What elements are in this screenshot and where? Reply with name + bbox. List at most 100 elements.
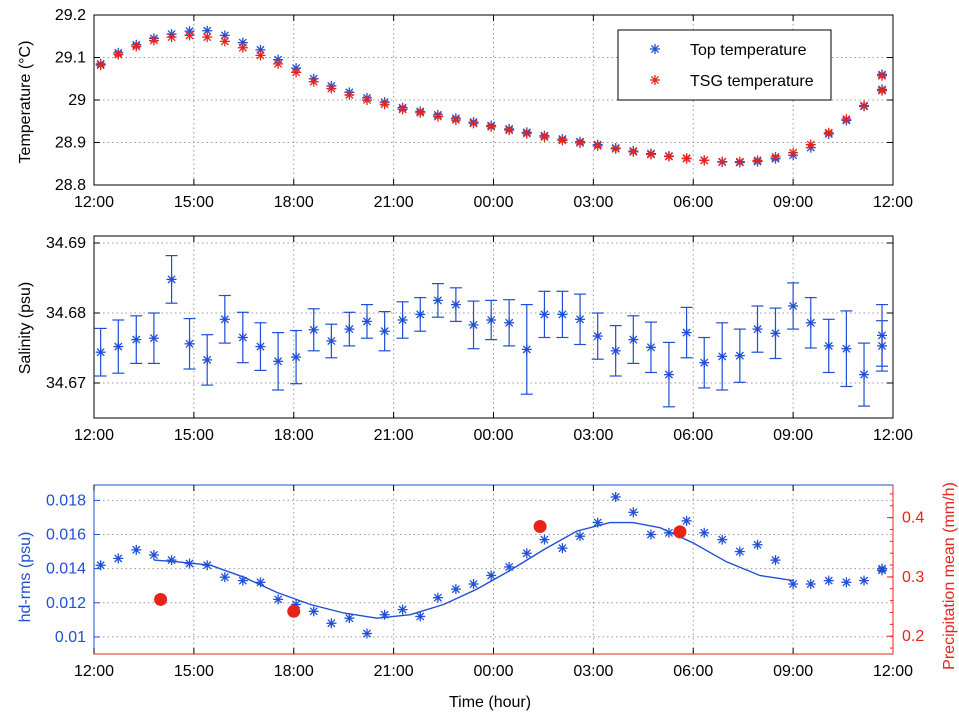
hd-rms-point (770, 555, 781, 566)
y2-tick-label: 0.3 (902, 569, 924, 586)
hd-rms-plot-frame (93, 484, 894, 655)
hd-rms-point (681, 515, 692, 526)
tsg-temperature-point (291, 67, 302, 78)
tsg-temperature-point (148, 35, 159, 46)
tsg-temperature-point (539, 131, 550, 142)
tsg-temperature-point (397, 104, 408, 115)
tsg-temperature-point (645, 149, 656, 160)
salinity-point (557, 309, 568, 320)
salinity-point (486, 315, 497, 325)
hd-rms-point (521, 548, 532, 559)
tsg-temperature-point (450, 114, 461, 125)
salinity-point (291, 352, 302, 363)
tsg-temperature-point (717, 156, 728, 167)
salinity-point (521, 344, 532, 355)
salinity-point (805, 317, 816, 328)
tsg-temperature-point (841, 114, 852, 125)
salinity-point (415, 309, 426, 320)
salinity-point (877, 330, 888, 341)
x-tick-label: 09:00 (773, 194, 813, 211)
tsg-temperature-point (379, 99, 390, 110)
salinity-y-axis-label: Salinity (psu) (17, 282, 34, 374)
hd-rms-point (131, 544, 142, 555)
tsg-temperature-point (734, 156, 745, 167)
salinity-point (131, 334, 142, 345)
salinity-point (770, 328, 781, 339)
hd-rms-point (859, 575, 870, 586)
x-tick-label: 12:00 (74, 427, 114, 444)
y2-tick-label: 0.4 (902, 510, 924, 527)
x-tick-label: 00:00 (473, 663, 513, 680)
tsg-temperature-point (184, 30, 195, 41)
precipitation-point (287, 604, 301, 618)
tsg-temperature-point (859, 100, 870, 111)
hd-rms-point (397, 604, 408, 615)
hd-rms-point (557, 543, 568, 554)
x-tick-label: 00:00 (473, 427, 513, 444)
hd-rms-point (752, 539, 763, 550)
x-tick-label: 03:00 (573, 663, 613, 680)
temperature-legend: Top temperature TSG temperature (617, 29, 832, 101)
salinity-point (681, 327, 692, 338)
precipitation-y-axis-label: Precipitation mean (mm/h) (941, 482, 958, 670)
time-x-axis-label: Time (hour) (449, 694, 531, 711)
tsg-temperature-point (361, 95, 372, 105)
x-tick-label: 12:00 (873, 663, 913, 680)
salinity-point (823, 340, 834, 351)
tsg-temperature-point (877, 70, 888, 81)
legend-marker-top-temperature (650, 44, 660, 54)
salinity-point (344, 324, 355, 335)
salinity-point (202, 354, 213, 365)
x-tick-label: 21:00 (374, 427, 414, 444)
tsg-temperature-point (95, 60, 106, 71)
y-tick-label: 0.018 (46, 492, 86, 509)
tsg-temperature-point (628, 146, 639, 157)
tsg-temperature-point (113, 49, 124, 60)
salinity-point (699, 357, 710, 368)
salinity-point (166, 274, 177, 285)
tsg-temperature-point (504, 125, 515, 136)
x-tick-label: 12:00 (74, 194, 114, 211)
hd-rms-point (788, 579, 799, 590)
y-tick-label: 0.012 (46, 595, 86, 612)
tsg-temperature-point (202, 32, 213, 43)
tsg-temperature-point (788, 147, 799, 158)
x-tick-label: 09:00 (773, 663, 813, 680)
y-tick-label: 29 (68, 92, 86, 109)
legend-asterisk-icon (650, 75, 660, 85)
salinity-point (361, 316, 372, 327)
salinity-point (610, 345, 621, 356)
salinity-point (148, 333, 159, 344)
hd-rms-point (468, 579, 479, 590)
salinity-panel: 12:00 15:00 18:00 21:00 00:00 03:00 06:00 09:00… (17, 235, 913, 444)
y-tick-label: 34.67 (46, 375, 86, 392)
salinity-point (184, 338, 195, 349)
hd-rms-point (805, 579, 816, 590)
tsg-temperature-point (805, 139, 816, 150)
y-tick-label: 34.68 (46, 305, 86, 322)
salinity-point (752, 324, 763, 335)
tsg-temperature-point (131, 41, 142, 52)
salinity-point (717, 351, 728, 362)
hd-rms-point (539, 534, 550, 545)
x-tick-label: 15:00 (174, 427, 214, 444)
precipitation-point (533, 520, 547, 534)
tsg-temperature-point (610, 143, 621, 154)
tsg-temperature-point (486, 121, 497, 132)
tsg-temperature-point (663, 151, 674, 162)
hd-rms-point (432, 592, 443, 603)
tsg-temperature-point (521, 128, 532, 139)
tsg-temperature-point (592, 140, 603, 151)
y-tick-label: 28.9 (55, 135, 86, 152)
salinity-point (592, 331, 603, 342)
y-tick-label: 29.2 (55, 7, 86, 24)
tsg-temperature-point (752, 155, 763, 166)
hd-rms-point (699, 527, 710, 538)
tsg-temperature-point (255, 50, 266, 61)
salinity-point (468, 319, 479, 330)
tsg-temperature-point (237, 42, 248, 53)
hd-rms-point (610, 491, 621, 502)
salinity-point (326, 336, 337, 346)
hd-rms-y-axis-label: hd-rms (psu) (17, 532, 34, 623)
hd-rms-point (717, 534, 728, 545)
